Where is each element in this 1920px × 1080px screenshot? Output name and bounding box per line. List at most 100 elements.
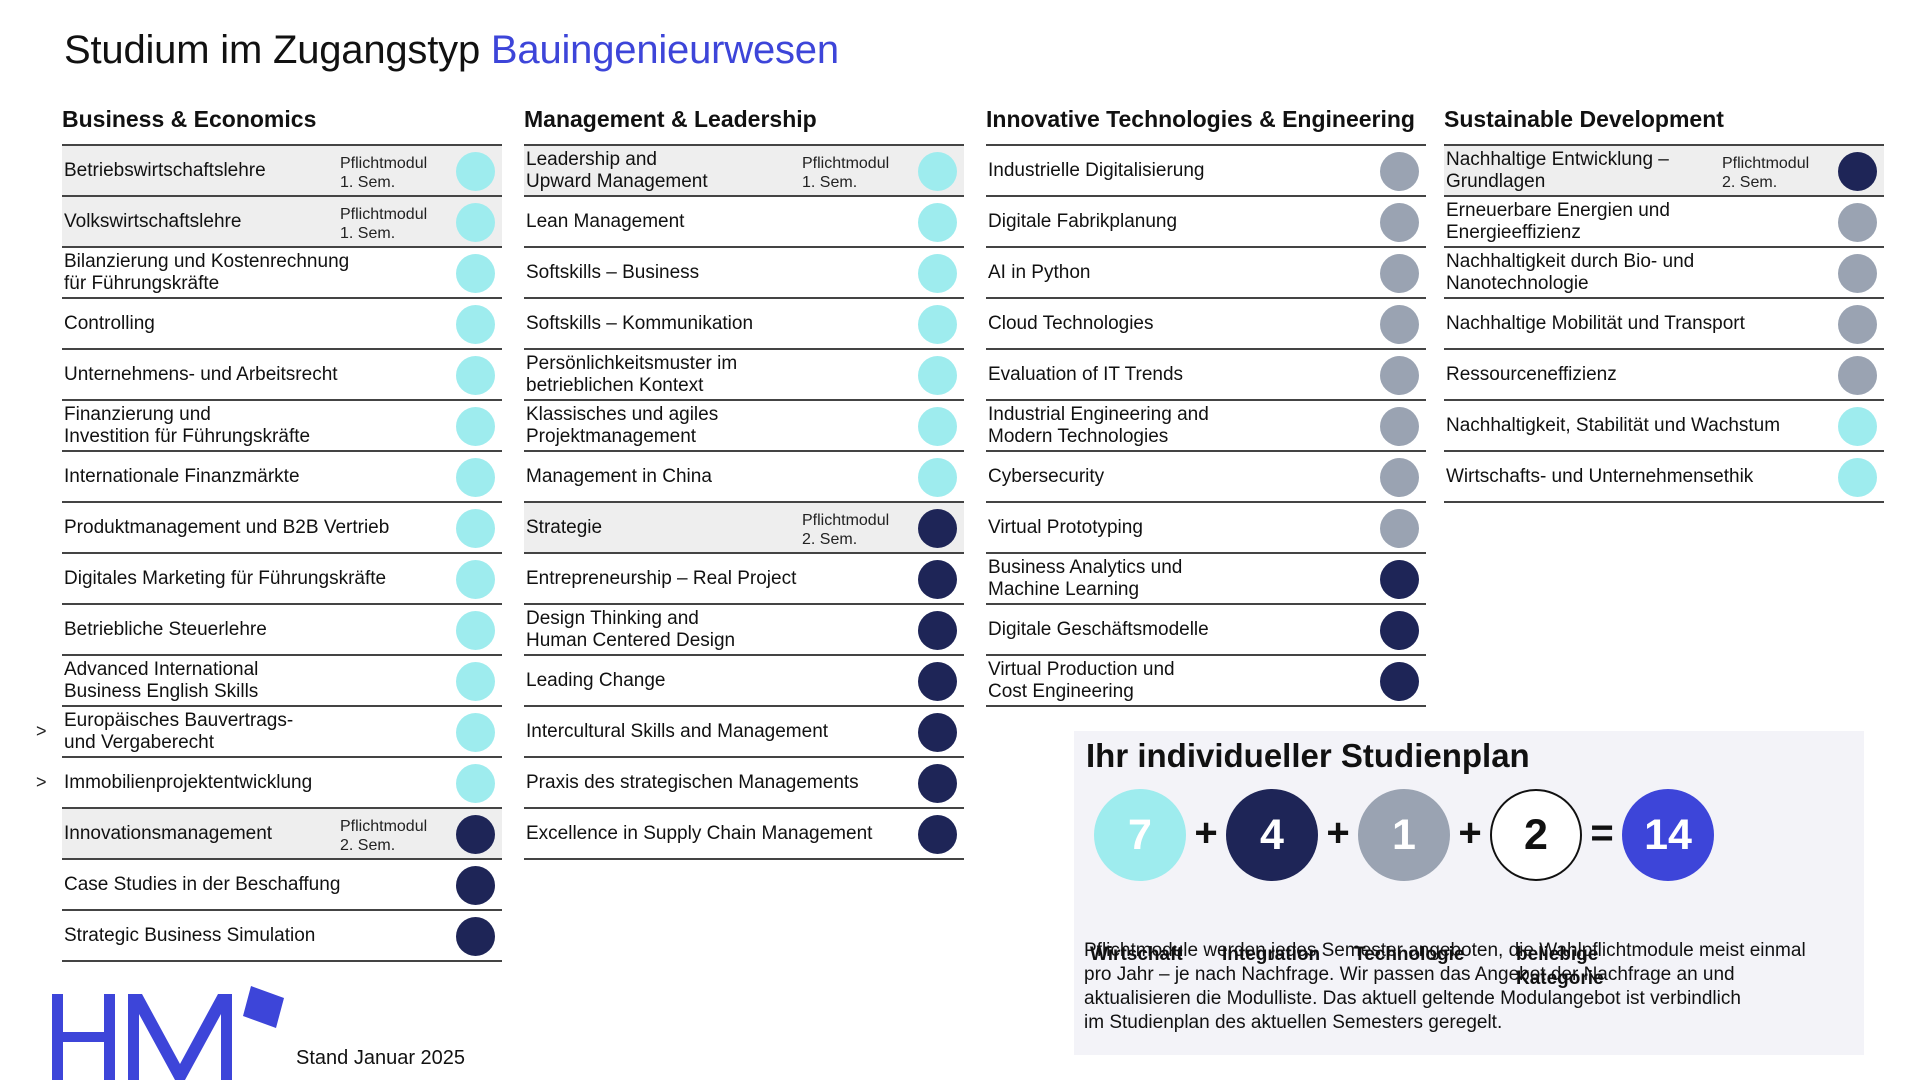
category-dot (456, 254, 495, 293)
module-row: Nachhaltige Mobilität und Transport (1444, 299, 1884, 350)
module-column: Sustainable Development Nachhaltige Entwi… (1444, 104, 1884, 503)
plan-count-label: beliebige Kategorie (1516, 944, 1604, 989)
category-dot (918, 509, 957, 548)
module-row: Case Studies in der Beschaffung (62, 860, 502, 911)
module-name: Innovationsmanagement (64, 822, 273, 844)
plan-title: Ihr individueller Studienplan (1086, 737, 1530, 774)
module-name: Erneuerbare Energien und Energieeffizien… (1446, 199, 1670, 243)
category-dot (456, 152, 495, 191)
module-row: Strategie Pflichtmodul 2. Sem. (524, 503, 964, 554)
module-name: Immobilienprojektentwicklung (64, 771, 313, 793)
category-dot (1838, 407, 1877, 446)
module-row: Management in China (524, 452, 964, 503)
category-dot (456, 305, 495, 344)
module-row: Virtual Prototyping (986, 503, 1426, 554)
module-name: Bilanzierung und Kostenrechnung für Führ… (64, 250, 350, 294)
module-name: Case Studies in der Beschaffung (64, 873, 341, 895)
module-row: Klassisches und agiles Projektmanagement (524, 401, 964, 452)
plus-operator: + (1194, 811, 1218, 855)
module-name: Virtual Production und Cost Engineering (988, 658, 1175, 702)
module-row: Lean Management (524, 197, 964, 248)
module-name: Softskills – Kommunikation (526, 312, 754, 334)
module-list: Nachhaltige Entwicklung – Grundlagen Pfli… (1444, 144, 1884, 503)
category-dot (1380, 305, 1419, 344)
module-row: > Europäisches Bauvertrags- und Vergabere… (36, 707, 502, 758)
module-name: Betriebswirtschaftslehre (64, 159, 266, 181)
module-name: Praxis des strategischen Managements (526, 771, 859, 793)
module-row: AI in Python (986, 248, 1426, 299)
module-name: Lean Management (526, 210, 685, 232)
module-row: Unternehmens- und Arbeitsrecht (62, 350, 502, 401)
module-row: Wirtschafts- und Unternehmensethik (1444, 452, 1884, 503)
category-dot (1380, 152, 1419, 191)
study-plan-box: Ihr individueller Studienplan 7 Wirtschaf… (1074, 731, 1864, 1055)
module-row: Advanced International Business English … (62, 656, 502, 707)
module-name: Unternehmens- und Arbeitsrecht (64, 363, 338, 385)
category-dot (456, 611, 495, 650)
plan-count-label: Integration (1222, 944, 1321, 965)
module-row: Business Analytics und Machine Learning (986, 554, 1426, 605)
column-header: Business & Economics (62, 106, 317, 132)
module-name: Digitale Fabrikplanung (988, 210, 1178, 232)
mandatory-tag: Pflichtmodul 2. Sem. (802, 512, 890, 548)
category-dot (456, 917, 495, 956)
module-row: Design Thinking and Human Centered Desig… (524, 605, 964, 656)
module-list: Leadership and Upward Management Pflichtm… (524, 144, 964, 860)
module-column: Business & Economics Betriebswirtschaftsl… (36, 104, 502, 962)
category-dot (456, 509, 495, 548)
module-name: Cybersecurity (988, 465, 1105, 487)
plan-count-circle: 1 (1358, 789, 1450, 881)
category-dot (456, 560, 495, 599)
column-header: Innovative Technologies & Engineering (986, 106, 1415, 132)
module-name: Strategie (526, 516, 603, 538)
module-list: Betriebswirtschaftslehre Pflichtmodul 1. … (36, 144, 502, 962)
module-name: Ressourceneffizienz (1446, 363, 1617, 385)
module-name: Management in China (526, 465, 712, 487)
title-accent: Bauingenieurwesen (490, 28, 839, 72)
category-dot (456, 662, 495, 701)
module-row: Ressourceneffizienz (1444, 350, 1884, 401)
module-name: Nachhaltige Entwicklung – Grundlagen (1446, 148, 1669, 192)
column-header: Management & Leadership (524, 106, 817, 132)
category-dot (918, 407, 957, 446)
module-name: Finanzierung und Investition für Führung… (64, 403, 311, 447)
category-dot (1838, 254, 1877, 293)
page-title: Studium im Zugangstyp Bauingenieurwesen (64, 28, 839, 73)
module-name: AI in Python (988, 261, 1091, 283)
module-row: Nachhaltige Entwicklung – Grundlagen Pfli… (1444, 146, 1884, 197)
category-dot (1380, 254, 1419, 293)
module-name: Klassisches und agiles Projektmanagement (526, 403, 719, 447)
module-name: Design Thinking and Human Centered Desig… (526, 607, 736, 651)
module-row: Finanzierung und Investition für Führung… (62, 401, 502, 452)
category-dot (1380, 662, 1419, 701)
module-name: Cloud Technologies (988, 312, 1154, 334)
module-row: Industrial Engineering and Modern Techno… (986, 401, 1426, 452)
category-dot (1380, 356, 1419, 395)
module-row: Cloud Technologies (986, 299, 1426, 350)
module-row: Softskills – Kommunikation (524, 299, 964, 350)
module-name: Intercultural Skills and Management (526, 720, 829, 742)
category-dot (456, 713, 495, 752)
module-row: Entrepreneurship – Real Project (524, 554, 964, 605)
plan-total-circle: 14 (1622, 789, 1714, 881)
category-dot (456, 407, 495, 446)
module-name: Leading Change (526, 669, 666, 691)
module-name: Excellence in Supply Chain Management (526, 822, 873, 844)
module-name: Controlling (64, 312, 155, 334)
module-row: Intercultural Skills and Management (524, 707, 964, 758)
category-dot (918, 254, 957, 293)
module-row: Persönlichkeitsmuster im betrieblichen K… (524, 350, 964, 401)
hm-logo (52, 986, 284, 1080)
module-row: Softskills – Business (524, 248, 964, 299)
module-row: Nachhaltigkeit, Stabilität und Wachstum (1444, 401, 1884, 452)
category-dot (918, 560, 957, 599)
category-dot (918, 152, 957, 191)
category-dot (918, 356, 957, 395)
category-dot (918, 764, 957, 803)
column-header: Sustainable Development (1444, 106, 1724, 132)
mandatory-tag: Pflichtmodul 1. Sem. (340, 155, 428, 191)
module-row: Digitale Geschäftsmodelle (986, 605, 1426, 656)
module-row: Digitale Fabrikplanung (986, 197, 1426, 248)
category-dot (1380, 407, 1419, 446)
module-list: Industrielle Digitalisierung Digitale Fab… (986, 144, 1426, 707)
